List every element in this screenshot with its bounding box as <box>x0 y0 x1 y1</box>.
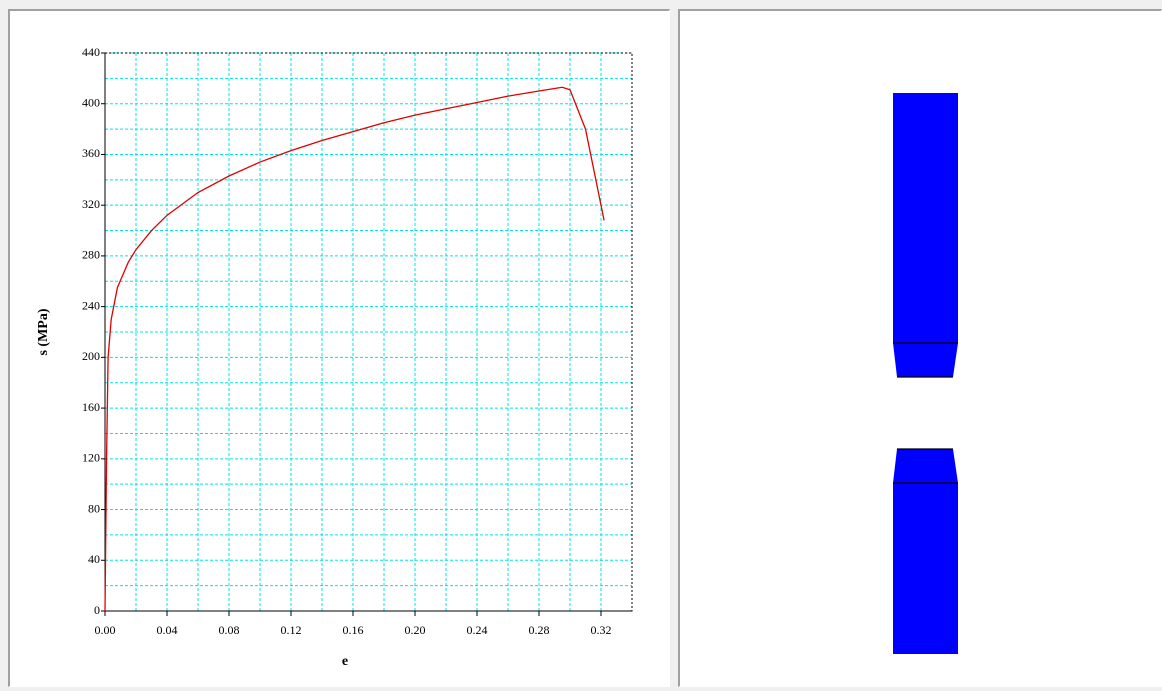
x-axis-label: e <box>342 654 348 669</box>
x-tick-label: 0.04 <box>157 623 178 637</box>
specimen <box>893 93 958 654</box>
y-axis-label: s (MPa) <box>36 308 51 355</box>
y-tick-label: 0 <box>94 603 100 617</box>
x-tick-label: 0.12 <box>281 623 302 637</box>
x-tick-label: 0.24 <box>467 623 488 637</box>
chart: e s (MPa) 0.00 0.04 0.08 0.12 0.16 0.20 0.24 0.… <box>0 0 1162 691</box>
y-tick-label: 240 <box>82 298 100 312</box>
y-tick-label: 80 <box>88 501 100 515</box>
y-tick-label: 360 <box>82 146 100 160</box>
y-tick-label: 400 <box>82 95 100 109</box>
window: {"chart_data": {"type": "line", "x_label… <box>0 0 1162 691</box>
y-tick-label: 160 <box>82 400 100 414</box>
y-tick-label: 320 <box>82 197 100 211</box>
x-tick-label: 0.16 <box>343 623 364 637</box>
x-tick-label: 0.08 <box>219 623 240 637</box>
x-tick-label: 0.20 <box>405 623 426 637</box>
y-tick-label: 120 <box>82 451 100 465</box>
y-tick-label: 280 <box>82 248 100 262</box>
neck-top <box>893 343 958 377</box>
y-tick-label: 440 <box>82 45 100 59</box>
x-tick-label: 0.32 <box>591 623 612 637</box>
data-line <box>105 87 604 611</box>
y-tick-label: 200 <box>82 349 100 363</box>
x-tick-label: 0.28 <box>529 623 550 637</box>
neck-bottom <box>893 449 958 483</box>
specimen-top <box>893 93 958 343</box>
x-tick-label: 0.00 <box>95 623 116 637</box>
y-tick-label: 40 <box>88 552 100 566</box>
specimen-bottom <box>893 483 958 654</box>
